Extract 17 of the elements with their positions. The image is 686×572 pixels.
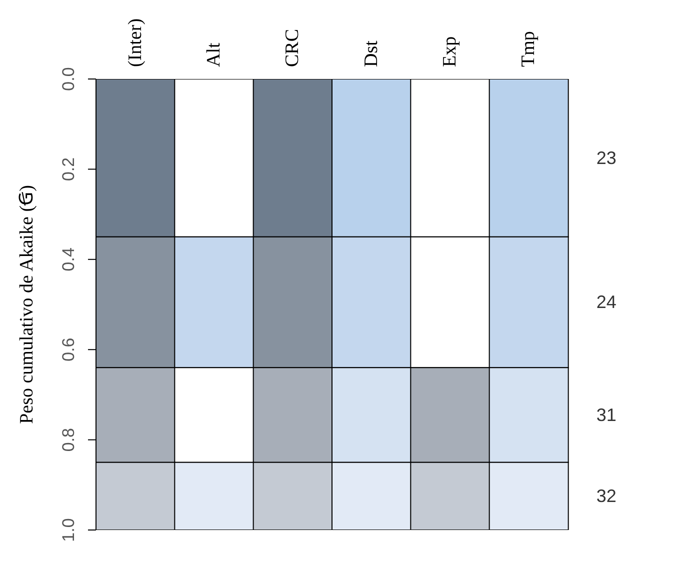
y-tick-label: 0.4 <box>59 248 78 272</box>
x-tick-label: Tmp <box>518 31 540 67</box>
series-label: 31 <box>596 404 616 425</box>
x-tick-label: (Inter) <box>124 18 146 67</box>
series-label: 24 <box>596 292 616 312</box>
y-tick-label: 0.6 <box>59 338 78 362</box>
x-tick-label: Dst <box>360 40 382 67</box>
y-axis-title: Peso cumulativo de Akaike (Ꞡ) <box>16 185 38 424</box>
y-tick-label: 1.0 <box>59 518 78 542</box>
x-tick-label: CRC <box>282 28 304 67</box>
y-tick-label: 0.2 <box>59 157 78 182</box>
series-label: 32 <box>596 486 616 506</box>
x-tick-label: Alt <box>204 42 224 67</box>
y-tick-label: 0.0 <box>59 67 78 91</box>
series-label: 23 <box>596 148 616 168</box>
y-tick-label: 0.8 <box>59 428 78 452</box>
x-tick-label: Exp <box>440 36 460 67</box>
